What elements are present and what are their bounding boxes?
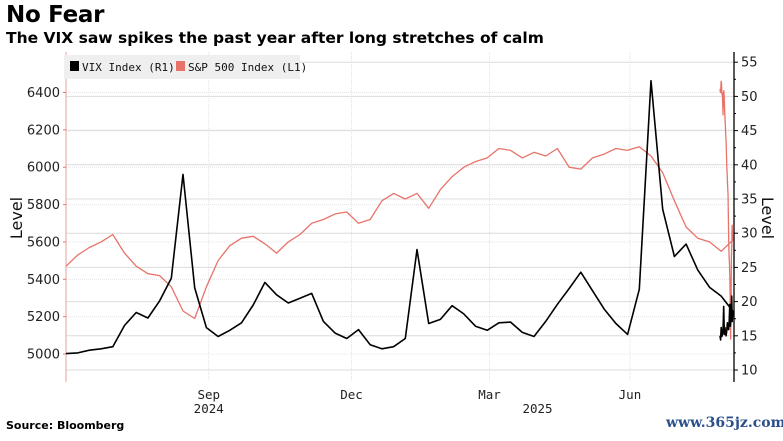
- x-year-label: 2025: [522, 401, 552, 416]
- series-lines: [65, 79, 734, 355]
- left-tick-label: 5000: [27, 348, 60, 363]
- left-tick-label: 6200: [27, 123, 60, 138]
- right-tick-label: 45: [741, 124, 758, 139]
- right-tick-label: 30: [741, 227, 758, 242]
- left-tick-label: 5600: [27, 235, 60, 250]
- chart-title: No Fear: [6, 2, 105, 28]
- x-year-label: 2024: [194, 401, 224, 416]
- left-tick-label: 6400: [27, 86, 60, 101]
- right-tick-label: 40: [741, 158, 758, 173]
- watermark: www.365jz.com: [666, 415, 783, 431]
- legend-label-vix: VIX Index (R1): [82, 61, 175, 74]
- legend-label-spx: S&P 500 Index (L1): [188, 61, 307, 74]
- x-tick-label: Dec: [340, 387, 363, 402]
- left-tick-label: 5800: [27, 198, 60, 213]
- left-tick-label: 5200: [27, 310, 60, 325]
- right-tick-label: 10: [741, 364, 758, 379]
- left-tick-label: 5400: [27, 273, 60, 288]
- left-tick-label: 6000: [27, 161, 60, 176]
- source-note: Source: Bloomberg: [6, 419, 125, 432]
- right-tick-label: 55: [741, 56, 758, 71]
- left-axis-title: Level: [7, 197, 26, 239]
- right-tick-label: 25: [741, 261, 758, 276]
- spx-line: [65, 80, 734, 340]
- right-axis-title: Level: [758, 197, 777, 239]
- legend-swatch-spx: [176, 61, 185, 71]
- x-tick-label: Sep: [197, 387, 220, 402]
- gridlines: [66, 52, 734, 382]
- x-tick-label: Jun: [619, 387, 642, 402]
- right-tick-label: 35: [741, 193, 758, 208]
- right-tick-label: 15: [741, 329, 758, 344]
- x-tick-label: Mar: [478, 387, 501, 402]
- chart-subtitle: The VIX saw spikes the past year after l…: [6, 29, 544, 47]
- legend-swatch-vix: [70, 61, 79, 71]
- legend: VIX Index (R1) S&P 500 Index (L1): [64, 55, 307, 79]
- right-tick-label: 20: [741, 295, 758, 310]
- right-tick-label: 50: [741, 90, 758, 105]
- vix-line: [65, 79, 734, 355]
